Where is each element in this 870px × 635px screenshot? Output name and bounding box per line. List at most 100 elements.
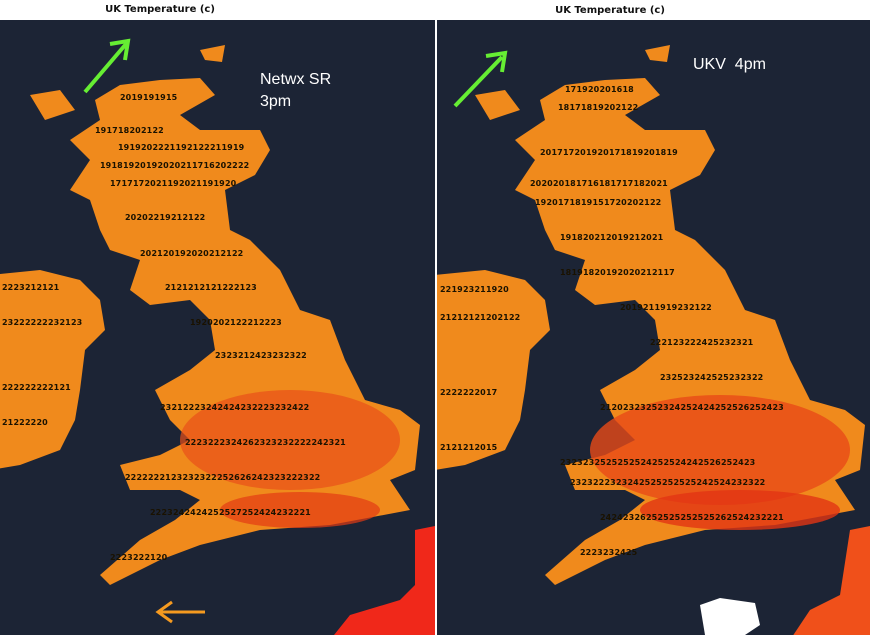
left-panel	[0, 20, 435, 635]
temperature-label: 16	[588, 179, 600, 188]
temperature-label: 19	[214, 179, 226, 188]
temperature-label: 20	[163, 249, 175, 258]
temperature-label: 25	[706, 373, 718, 382]
model-label: Netwx SR	[260, 71, 331, 88]
temperature-label: 19	[586, 148, 598, 157]
temperature-label: 19	[486, 285, 498, 294]
temperature-label: 23	[744, 458, 755, 467]
temperature-label: 21	[188, 283, 200, 292]
temperature-label: 20	[140, 249, 152, 258]
temperature-label: 18	[581, 103, 593, 112]
temperature-label: 19	[593, 103, 605, 112]
temperature-label: 19	[143, 93, 155, 102]
temperature-label: 25	[664, 458, 676, 467]
temperature-label: 17	[133, 179, 144, 188]
temperature-label: 23	[14, 283, 25, 292]
temperature-label: 19	[632, 303, 644, 312]
temperature-label: 25	[704, 513, 716, 522]
temperature-label: 17	[604, 198, 615, 207]
temperature-label: 20	[186, 249, 198, 258]
temperature-label: 24	[697, 478, 709, 487]
temperature-label: 22	[199, 143, 210, 152]
model-label: UKV 4pm	[693, 56, 766, 73]
temperature-label: 21	[335, 438, 347, 447]
temperature-label: 21	[657, 179, 669, 188]
temperature-label: 26	[243, 438, 255, 447]
temperature-label: 19	[572, 268, 584, 277]
temperature-label: 21	[152, 249, 164, 258]
temperature-label: 21	[171, 213, 183, 222]
temperature-label: 22	[153, 143, 164, 152]
temperature-label: 20	[202, 318, 214, 327]
temperature-label: 21	[742, 338, 754, 347]
temperature-label: 20	[475, 443, 487, 452]
temperature-label: 20	[135, 161, 147, 170]
temperature-label: 23	[560, 458, 571, 467]
temperature-label: 21	[209, 249, 221, 258]
temperature-label: 20	[618, 268, 630, 277]
temperature-label: 23	[227, 351, 238, 360]
temperature-label: 21	[452, 313, 464, 322]
temperature-label: 25	[646, 403, 658, 412]
temperature-label: 21	[145, 553, 157, 562]
model-label: 3pm	[260, 93, 291, 110]
temperature-label: 18	[570, 198, 582, 207]
temperature-label: 23	[678, 303, 689, 312]
temperature-label: 25	[727, 403, 739, 412]
temperature-label: 24	[738, 513, 750, 522]
temperature-label: 22	[37, 383, 48, 392]
temperature-label: 19	[632, 148, 644, 157]
temperature-label: 19	[202, 179, 214, 188]
temperature-label: 20	[547, 198, 559, 207]
temperature-label: 22	[25, 318, 36, 327]
temperature-label: 21	[440, 313, 452, 322]
temperature-label: 22	[133, 553, 144, 562]
temperature-label: 21	[37, 283, 49, 292]
temperature-label: 23	[582, 478, 593, 487]
temperature-label: 23	[660, 373, 671, 382]
temperature-label: 22	[286, 473, 297, 482]
temperature-label: 21	[773, 513, 785, 522]
temperature-label: 20	[137, 213, 149, 222]
temperature-label: 21	[160, 473, 172, 482]
temperature-label: 23	[263, 473, 274, 482]
temperature-label: 23	[673, 338, 684, 347]
temperature-label: 23	[2, 318, 13, 327]
temperature-label: 21	[187, 143, 199, 152]
temperature-label: 21	[629, 233, 641, 242]
temperature-label: 23	[261, 351, 272, 360]
temperature-label: 25	[708, 338, 720, 347]
temperature-label: 23	[741, 373, 752, 382]
temperature-label: 24	[218, 403, 230, 412]
temperature-label: 23	[160, 403, 171, 412]
temperature-label: 23	[275, 473, 286, 482]
panel-title: UK Temperature (c)	[555, 5, 665, 16]
temperature-label: 19	[577, 85, 589, 94]
temperature-label: 24	[695, 373, 707, 382]
temperature-label: 25	[658, 513, 670, 522]
temperature-label: 25	[721, 458, 733, 467]
temperature-label: 23	[719, 338, 730, 347]
temperature-label: 24	[675, 458, 687, 467]
temperature-label: 22	[14, 383, 25, 392]
temperature-label: 22	[701, 303, 712, 312]
temperature-label: 19	[176, 143, 188, 152]
temperature-label: 20	[130, 126, 142, 135]
temperature-label: 22	[236, 318, 247, 327]
temperature-label: 15	[166, 93, 178, 102]
temperature-label: 22	[685, 338, 696, 347]
temperature-label: 21	[452, 443, 464, 452]
temperature-label: 15	[486, 443, 498, 452]
temperature-label: 23	[162, 508, 173, 517]
temperature-label: 22	[440, 388, 451, 397]
temperature-label: 19	[222, 143, 234, 152]
temperature-label: 25	[674, 478, 686, 487]
temperature-label: 24	[692, 403, 704, 412]
temperature-label: 23	[284, 351, 295, 360]
temperature-label: 23	[623, 403, 634, 412]
temperature-label: 23	[277, 508, 288, 517]
temperature-label: 19	[666, 303, 678, 312]
temperature-label: 22	[185, 438, 196, 447]
